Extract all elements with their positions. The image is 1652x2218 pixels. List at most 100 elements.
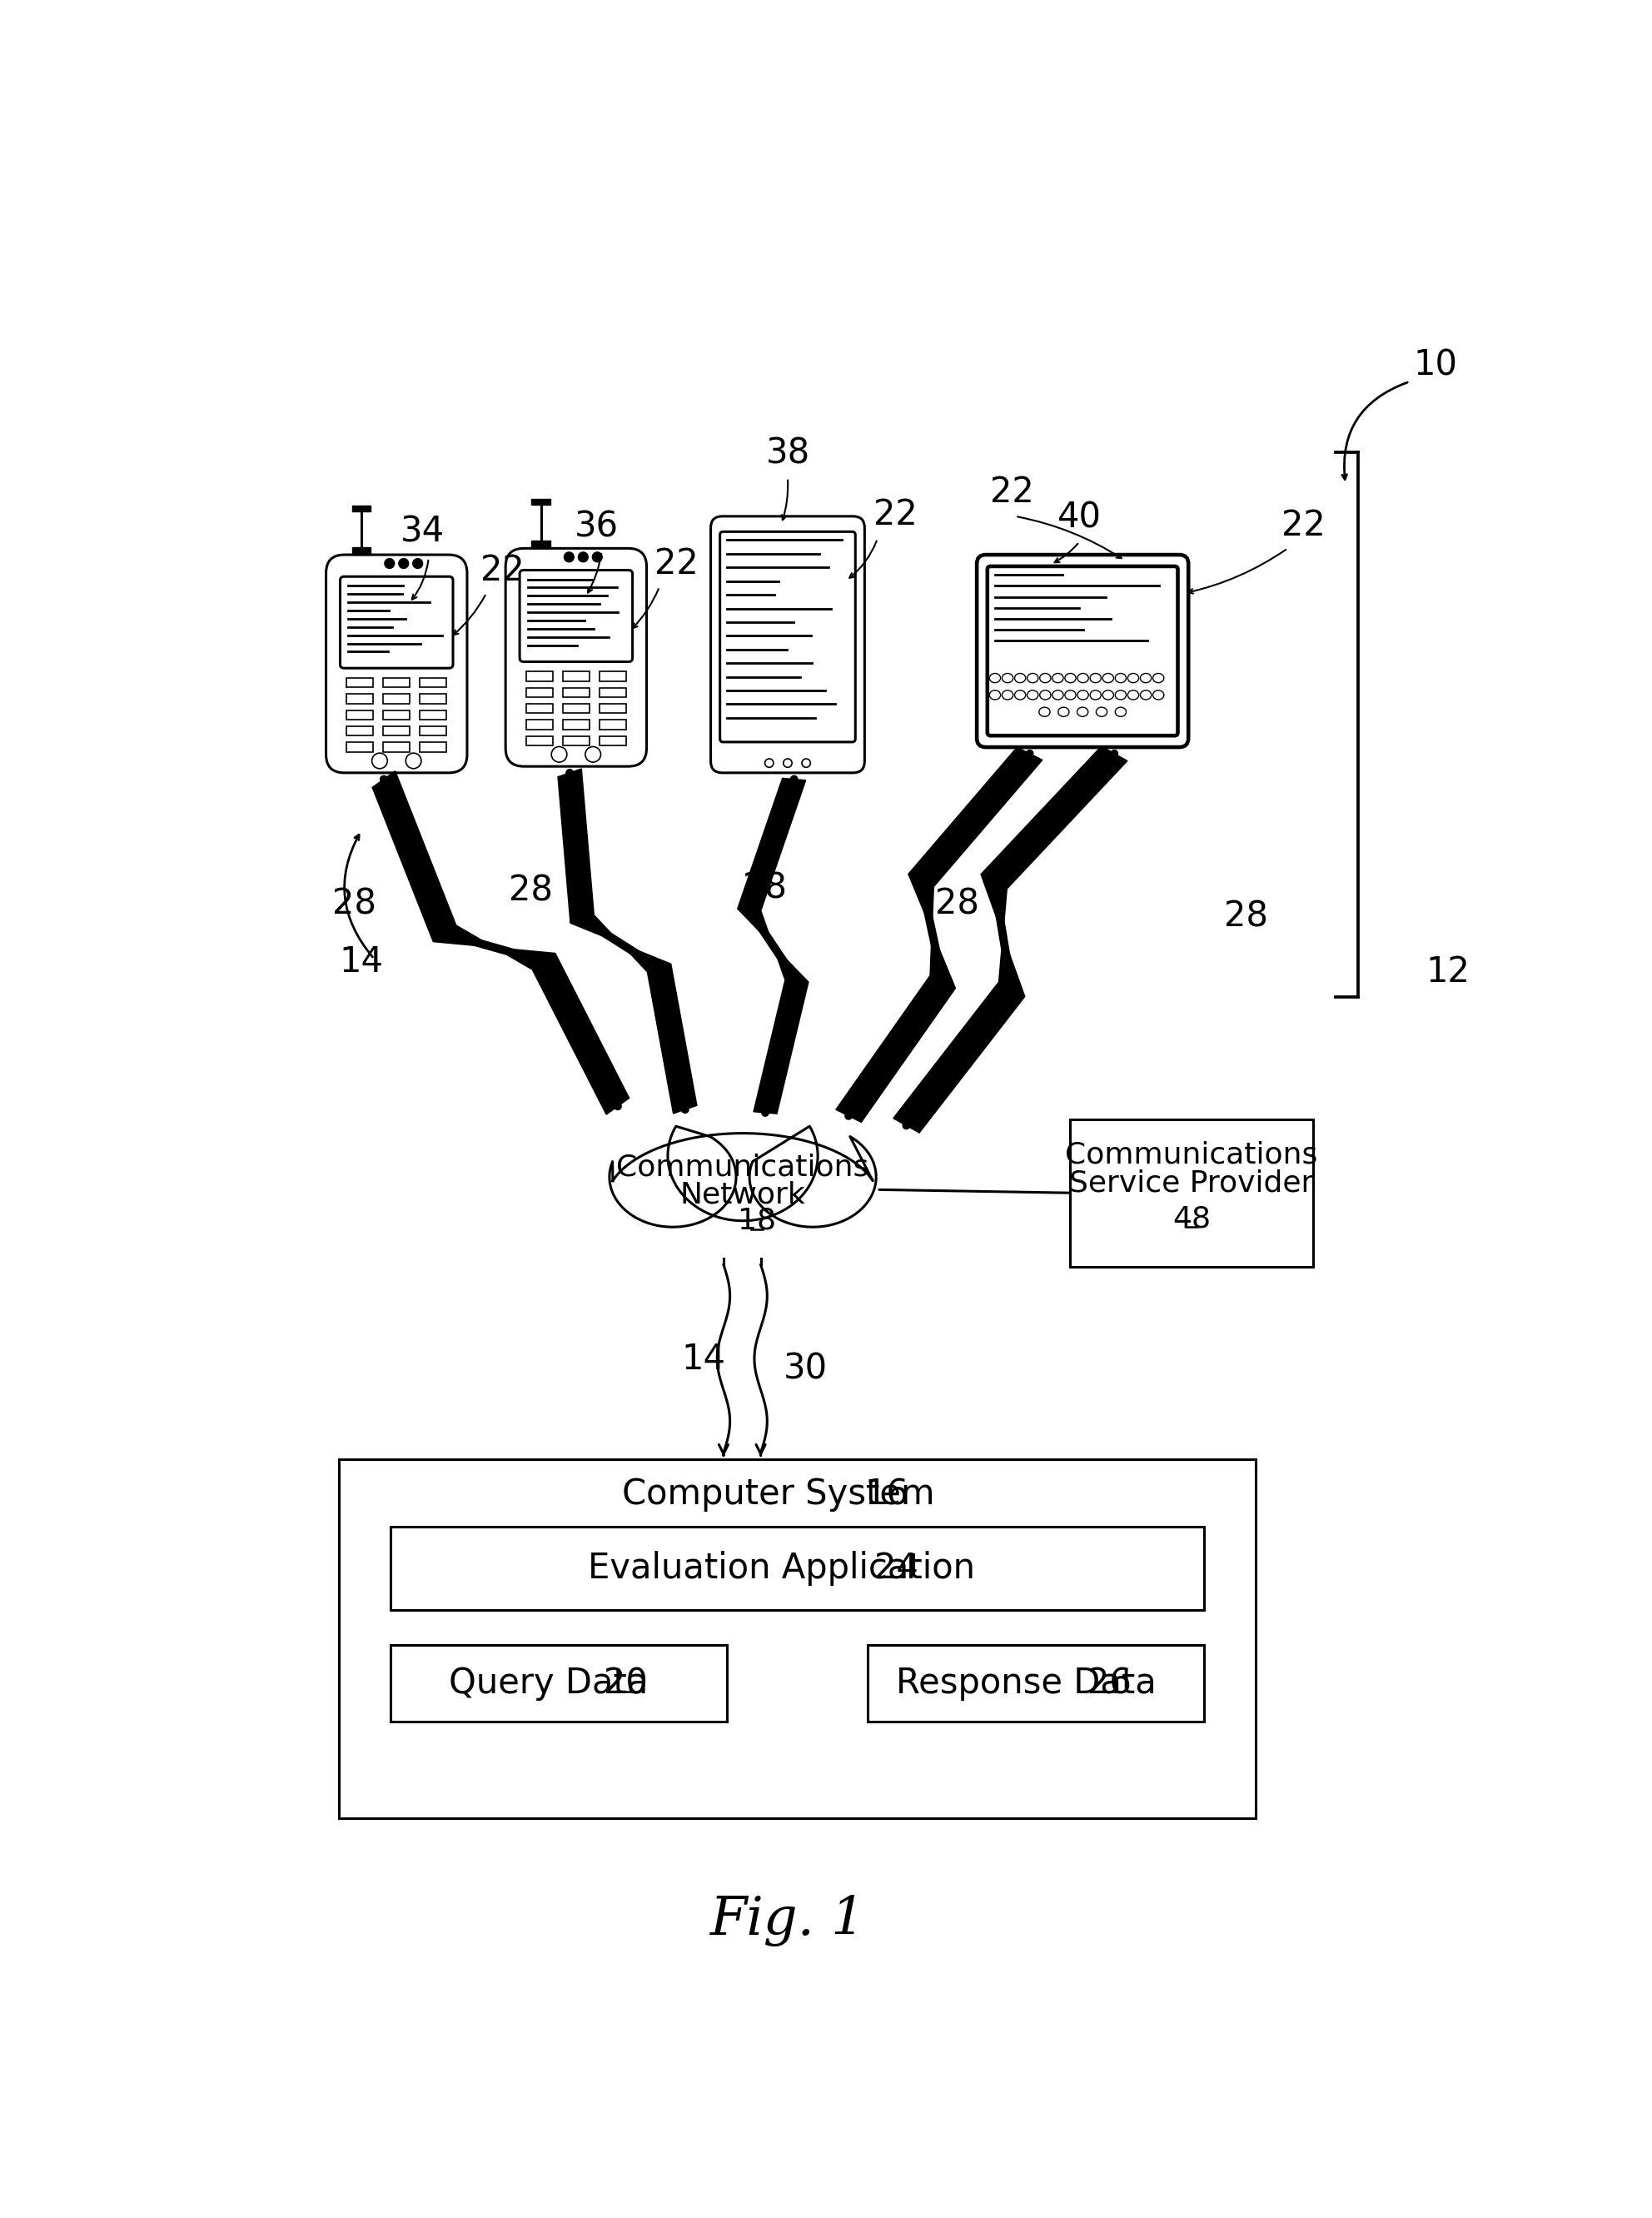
Circle shape xyxy=(563,552,573,561)
Ellipse shape xyxy=(1128,690,1138,699)
Circle shape xyxy=(413,559,423,568)
Ellipse shape xyxy=(1115,708,1127,716)
Text: Computer System: Computer System xyxy=(621,1477,935,1513)
Bar xyxy=(525,721,553,730)
Ellipse shape xyxy=(1153,674,1165,683)
Ellipse shape xyxy=(1028,690,1037,699)
Ellipse shape xyxy=(1128,674,1138,683)
Ellipse shape xyxy=(1077,674,1089,683)
Circle shape xyxy=(552,747,567,763)
Text: 28: 28 xyxy=(332,887,377,920)
Bar xyxy=(420,743,446,752)
FancyBboxPatch shape xyxy=(325,554,468,772)
Bar xyxy=(525,703,553,714)
Text: 22: 22 xyxy=(874,497,917,532)
Bar xyxy=(347,725,373,736)
Ellipse shape xyxy=(1102,690,1113,699)
Text: 24: 24 xyxy=(874,1550,919,1586)
Ellipse shape xyxy=(1003,690,1013,699)
Text: 28: 28 xyxy=(509,874,553,909)
Text: 20: 20 xyxy=(603,1666,648,1701)
Ellipse shape xyxy=(1039,690,1051,699)
Bar xyxy=(347,694,373,703)
FancyBboxPatch shape xyxy=(720,532,856,743)
Bar xyxy=(420,725,446,736)
Bar xyxy=(390,1646,727,1721)
Ellipse shape xyxy=(1140,690,1151,699)
Circle shape xyxy=(398,559,408,568)
Ellipse shape xyxy=(1077,708,1089,716)
Bar xyxy=(339,1459,1256,1819)
Text: 40: 40 xyxy=(1057,501,1102,535)
Bar xyxy=(420,679,446,688)
Bar xyxy=(563,736,590,745)
Bar xyxy=(563,672,590,681)
Text: Communications: Communications xyxy=(616,1153,869,1182)
Bar xyxy=(383,710,410,719)
Text: 22: 22 xyxy=(1282,508,1327,543)
Bar xyxy=(563,721,590,730)
Text: Service Provider: Service Provider xyxy=(1069,1169,1313,1198)
Ellipse shape xyxy=(1052,674,1064,683)
Ellipse shape xyxy=(1039,708,1051,716)
Bar xyxy=(383,694,410,703)
Text: 26: 26 xyxy=(1087,1666,1132,1701)
Text: 10: 10 xyxy=(1412,348,1457,384)
Polygon shape xyxy=(894,745,1127,1133)
Circle shape xyxy=(578,552,588,561)
Ellipse shape xyxy=(1115,674,1127,683)
Bar xyxy=(390,1526,1204,1610)
FancyBboxPatch shape xyxy=(520,570,633,661)
Circle shape xyxy=(385,559,395,568)
Bar xyxy=(525,688,553,696)
Ellipse shape xyxy=(1039,674,1051,683)
Text: 48: 48 xyxy=(1173,1204,1211,1233)
Ellipse shape xyxy=(1052,690,1064,699)
Ellipse shape xyxy=(1140,674,1151,683)
Ellipse shape xyxy=(1057,708,1069,716)
Bar xyxy=(347,710,373,719)
Ellipse shape xyxy=(1153,690,1165,699)
Polygon shape xyxy=(558,770,697,1113)
Ellipse shape xyxy=(990,674,1001,683)
Text: 22: 22 xyxy=(481,552,524,588)
Bar xyxy=(525,736,553,745)
Bar xyxy=(352,506,370,510)
Ellipse shape xyxy=(1066,690,1075,699)
Text: 36: 36 xyxy=(575,510,620,543)
Bar xyxy=(532,499,550,506)
Ellipse shape xyxy=(1028,674,1037,683)
Bar xyxy=(600,703,626,714)
Bar xyxy=(420,694,446,703)
Circle shape xyxy=(593,552,603,561)
Polygon shape xyxy=(610,1127,876,1227)
Bar xyxy=(532,541,550,548)
Ellipse shape xyxy=(1077,690,1089,699)
Bar xyxy=(383,725,410,736)
Text: 22: 22 xyxy=(654,546,699,581)
FancyBboxPatch shape xyxy=(506,548,646,767)
Circle shape xyxy=(372,754,388,770)
Ellipse shape xyxy=(1014,690,1026,699)
Ellipse shape xyxy=(1102,674,1113,683)
Text: 28: 28 xyxy=(743,869,786,905)
Bar xyxy=(347,679,373,688)
Bar xyxy=(352,548,370,554)
Bar xyxy=(600,688,626,696)
Bar xyxy=(347,743,373,752)
Ellipse shape xyxy=(990,690,1001,699)
Text: Fig. 1: Fig. 1 xyxy=(710,1894,866,1947)
Polygon shape xyxy=(372,772,629,1113)
Ellipse shape xyxy=(1066,674,1075,683)
Circle shape xyxy=(585,747,601,763)
Text: Query Data: Query Data xyxy=(449,1666,649,1701)
Text: 22: 22 xyxy=(990,475,1034,510)
Ellipse shape xyxy=(1090,690,1102,699)
Bar xyxy=(383,743,410,752)
Ellipse shape xyxy=(1014,674,1026,683)
Bar xyxy=(383,679,410,688)
Bar xyxy=(420,710,446,719)
Ellipse shape xyxy=(1090,674,1102,683)
Text: Evaluation Application: Evaluation Application xyxy=(588,1550,975,1586)
Circle shape xyxy=(783,759,791,767)
